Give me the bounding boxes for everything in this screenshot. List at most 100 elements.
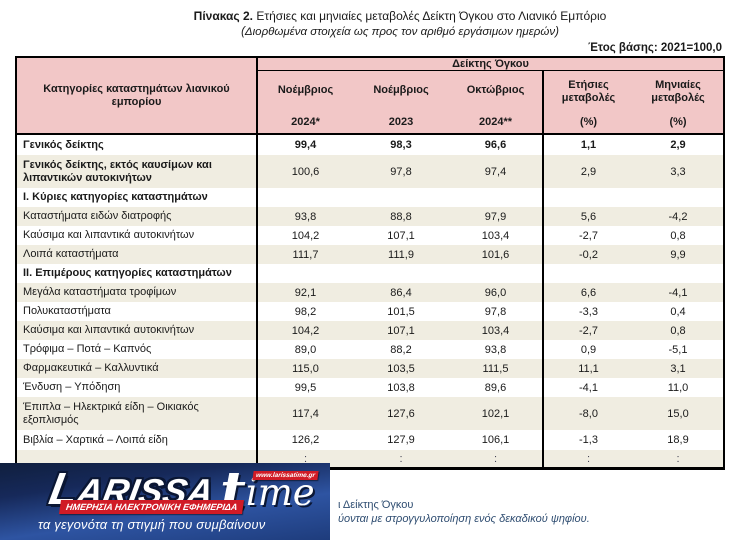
value-cell: 11,1 [578,362,599,375]
column-header-line2: (%) [669,115,687,128]
value-cell: : [399,452,403,465]
page-subtitle: (Διορθωμένα στοιχεία ως προς τον αριθμό … [241,26,559,38]
value-cell: 6,6 [580,286,597,299]
column-header-oct2024: Οκτώβριος 2024** [449,71,544,133]
value-cell: 9,9 [670,248,686,261]
value-cell: 127,6 [387,407,415,420]
value-cell [353,188,449,207]
value-cell: 88,8 [390,210,412,223]
value-cell: 98,2 [294,305,317,318]
column-header-categories: Κατηγορίες καταστημάτων λιανικού εμπορίο… [17,58,258,133]
value-cell: 11,0 [667,381,689,394]
category-cell: Ι. Κύριες κατηγορίες καταστημάτων [17,188,258,207]
column-header-group: Δείκτης Όγκου [258,58,723,71]
value-cell: 100,6 [291,165,320,178]
value-cell: 93,8 [449,340,544,359]
column-header-nov2024: Νοέμβριος 2024* [258,71,353,133]
category-cell: Φαρμακευτικά – Καλλυντικά [17,359,258,378]
value-cell: 102,1 [449,397,544,430]
value-cell: -1,3 [579,434,598,446]
value-cell: 3,1 [670,362,686,375]
value-cell: 115,0 [292,362,319,375]
value-cell: 97,4 [449,155,544,188]
value-cell: 92,1 [294,286,317,299]
value-cell: 18,9 [667,434,689,446]
page-title-text: Ετήσιες και μηνιαίες μεταβολές Δείκτη Όγ… [252,9,607,23]
value-cell: 111,9 [388,248,414,261]
column-header-line2: (%) [579,115,598,128]
table-row: ΙΙ. Επιμέρους κατηγορίες καταστημάτων [17,264,723,283]
value-cell: -4,1 [579,381,598,394]
table-row: Ένδυση – Υπόδηση 99,5 103,8 89,6 -4,1 11,0 [17,378,723,397]
category-cell: Μεγάλα καταστήματα τροφίμων [17,283,258,302]
page-title-number: Πίνακας 2. [193,9,253,23]
table-row: Φαρμακευτικά – Καλλυντικά 115,0 103,5 111,5… [17,359,723,378]
value-cell [353,264,449,283]
table-row: Γενικός δείκτης 99,4 98,3 96,6 1,1 2,9 [17,135,723,155]
category-cell: Βιβλία – Χαρτικά – Λοιπά είδη [17,430,258,450]
table-row: Τρόφιμα – Ποτά – Καπνός 89,0 88,2 93,8 0,9 -5… [17,340,723,359]
value-cell: : [676,452,680,465]
value-cell: -5,1 [668,343,688,356]
value-cell: 89,6 [449,378,544,397]
value-cell: 5,6 [580,210,597,223]
category-cell: ΙΙ. Επιμέρους κατηγορίες καταστημάτων [17,264,258,283]
value-cell: : [303,452,308,465]
value-cell: : [586,452,591,465]
value-cell: 0,8 [670,229,686,242]
value-cell: 104,2 [291,324,320,337]
category-cell: Ένδυση – Υπόδηση [17,378,258,397]
value-cell: 111,5 [449,359,544,378]
table-row: Βιβλία – Χαρτικά – Λοιπά είδη 126,2 127,9 1… [17,430,723,450]
table-row: Έπιπλα – Ηλεκτρικά είδη – Οικιακός εξοπλ… [17,397,723,430]
value-cell: 96,0 [449,283,544,302]
category-cell: Λοιπά καταστήματα [17,245,258,264]
page-title: Πίνακας 2. Ετήσιες και μηνιαίες μεταβολέ… [68,9,732,24]
footnotes: ι Δείκτης Όγκου ύονται με στρογγυλοποίησ… [338,498,590,526]
table-row: Καταστήματα ειδών διατροφής 93,8 88,8 97,9 5… [17,207,723,226]
footnote-line: ι Δείκτης Όγκου [338,499,414,511]
column-header-line1: Νοέμβριος [277,84,334,96]
value-cell: 3,3 [670,165,686,178]
value-cell: -0,2 [579,248,598,261]
value-cell: 126,2 [291,434,320,446]
logo-website-tab: www.larissatime.gr [252,471,319,480]
category-cell [17,450,258,467]
column-header-monthly-change: Μηνιαίες μεταβολές (%) [633,71,723,133]
footnote-line: ύονται με στρογγυλοποίηση ενός δεκαδικού… [338,513,590,525]
value-cell [258,188,353,207]
larissatime-watermark-logo: LARISSA time www.larissatime.gr ΗΜΕΡΗΣΙΑ… [0,463,330,540]
value-cell [633,188,723,207]
table-body: Γενικός δείκτης 99,4 98,3 96,6 1,1 2,9 Γενικός… [17,135,723,467]
value-cell: 0,8 [670,324,686,337]
value-cell: 97,9 [449,207,544,226]
category-cell: Καύσιμα και λιπαντικά αυτοκινήτων [17,321,258,340]
value-cell: 117,4 [292,407,319,420]
table-header: Κατηγορίες καταστημάτων λιανικού εμπορίο… [17,58,723,135]
logo-tagline: τα γεγονότα τη στιγμή που συμβαίνουν [38,517,266,532]
table-row: Μεγάλα καταστήματα τροφίμων 92,1 86,4 96,0 6… [17,283,723,302]
value-cell: -4,1 [668,286,688,299]
value-cell: 2,9 [580,165,597,178]
table-row: Λοιπά καταστήματα 111,7 111,9 101,6 -0,2 9,9 [17,245,723,264]
value-cell: 0,9 [580,343,597,356]
value-cell: 96,6 [449,135,544,155]
value-cell: 101,6 [449,245,544,264]
category-cell: Τρόφιμα – Ποτά – Καπνός [17,340,258,359]
value-cell [449,188,544,207]
value-cell: -2,7 [579,324,598,337]
value-cell [449,264,544,283]
value-cell [544,188,633,207]
category-cell: Γενικός δείκτης, εκτός καυσίμων και λιπα… [17,155,258,188]
column-header-line1: Μηνιαίες μεταβολές [651,79,705,104]
volume-index-table: Κατηγορίες καταστημάτων λιανικού εμπορίο… [15,56,725,470]
value-cell: 1,1 [580,139,597,151]
column-header-line1: Οκτώβριος [466,84,525,96]
value-cell: 103,4 [449,321,544,340]
value-cell: 107,1 [387,324,415,337]
logo-banner-ribbon: ΗΜΕΡΗΣΙΑ ΗΛΕΚΤΡΟΝΙΚΗ ΕΦΗΜΕΡΙΔΑ [59,500,245,514]
value-cell: 15,0 [667,407,689,420]
column-header-line2: 2024** [478,115,513,128]
base-year-note: Έτος βάσης: 2021=100,0 [588,42,722,54]
value-cell [633,264,723,283]
